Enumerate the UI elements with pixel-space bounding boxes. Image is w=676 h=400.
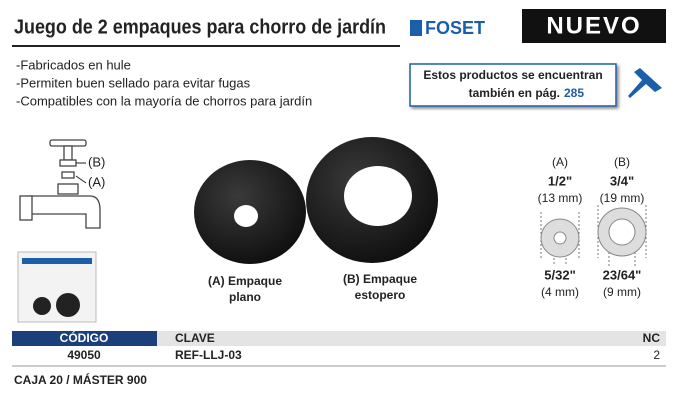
table-header: CLAVE xyxy=(175,331,215,345)
brand-icon xyxy=(410,20,422,36)
package-ring xyxy=(56,293,80,317)
table-cell: REF-LLJ-03 xyxy=(175,348,242,362)
table-header-band xyxy=(12,331,666,346)
spec-text: 1/2" xyxy=(548,173,572,188)
table-header: NC xyxy=(643,331,661,345)
feature: -Permiten buen sellado para evitar fugas xyxy=(16,75,251,90)
brand: FOSET xyxy=(425,18,485,38)
badge: NUEVO xyxy=(546,12,641,39)
spec-text: (A) xyxy=(552,155,568,169)
spec-text: (B) xyxy=(614,155,630,169)
pointer xyxy=(75,175,87,184)
table-cell: 49050 xyxy=(67,348,101,362)
product-label: estopero xyxy=(355,288,406,302)
gasket-hole xyxy=(344,166,412,226)
product-label: plano xyxy=(229,290,261,304)
product-label: (B) Empaque xyxy=(343,272,417,286)
note-box xyxy=(409,63,617,107)
spec-text: 23/64" xyxy=(603,267,642,282)
note-page: 285 xyxy=(564,86,584,100)
package-band xyxy=(22,258,92,264)
note-text: también en pág. xyxy=(469,86,560,100)
title: Juego de 2 empaques para chorro de jardí… xyxy=(14,16,386,38)
table-header: CÓDIGO xyxy=(60,330,109,345)
spec-text: (13 mm) xyxy=(538,191,583,205)
badge-box xyxy=(522,9,666,43)
gasket-hole xyxy=(234,205,258,227)
diagram-label: (A) xyxy=(88,174,105,189)
pin-icon xyxy=(628,68,662,98)
spec-hole xyxy=(608,218,636,246)
package-ring xyxy=(33,297,51,315)
table-cell: 2 xyxy=(653,348,660,362)
product-label: (A) Empaque xyxy=(208,274,282,288)
diagram-label: (B) xyxy=(88,154,105,169)
table-header-cell xyxy=(12,331,157,346)
note-text: Estos productos se encuentran xyxy=(423,68,602,82)
spec-text: (4 mm) xyxy=(541,285,579,299)
spec-text: 3/4" xyxy=(610,173,634,188)
spec-text: (19 mm) xyxy=(600,191,645,205)
spec-hole xyxy=(553,231,567,245)
footer: CAJA 20 / MÁSTER 900 xyxy=(14,372,147,387)
feature: -Compatibles con la mayoría de chorros p… xyxy=(16,93,312,108)
feature: -Fabricados en hule xyxy=(16,57,131,72)
spec-text: (9 mm) xyxy=(603,285,641,299)
spec-text: 5/32" xyxy=(544,267,575,282)
